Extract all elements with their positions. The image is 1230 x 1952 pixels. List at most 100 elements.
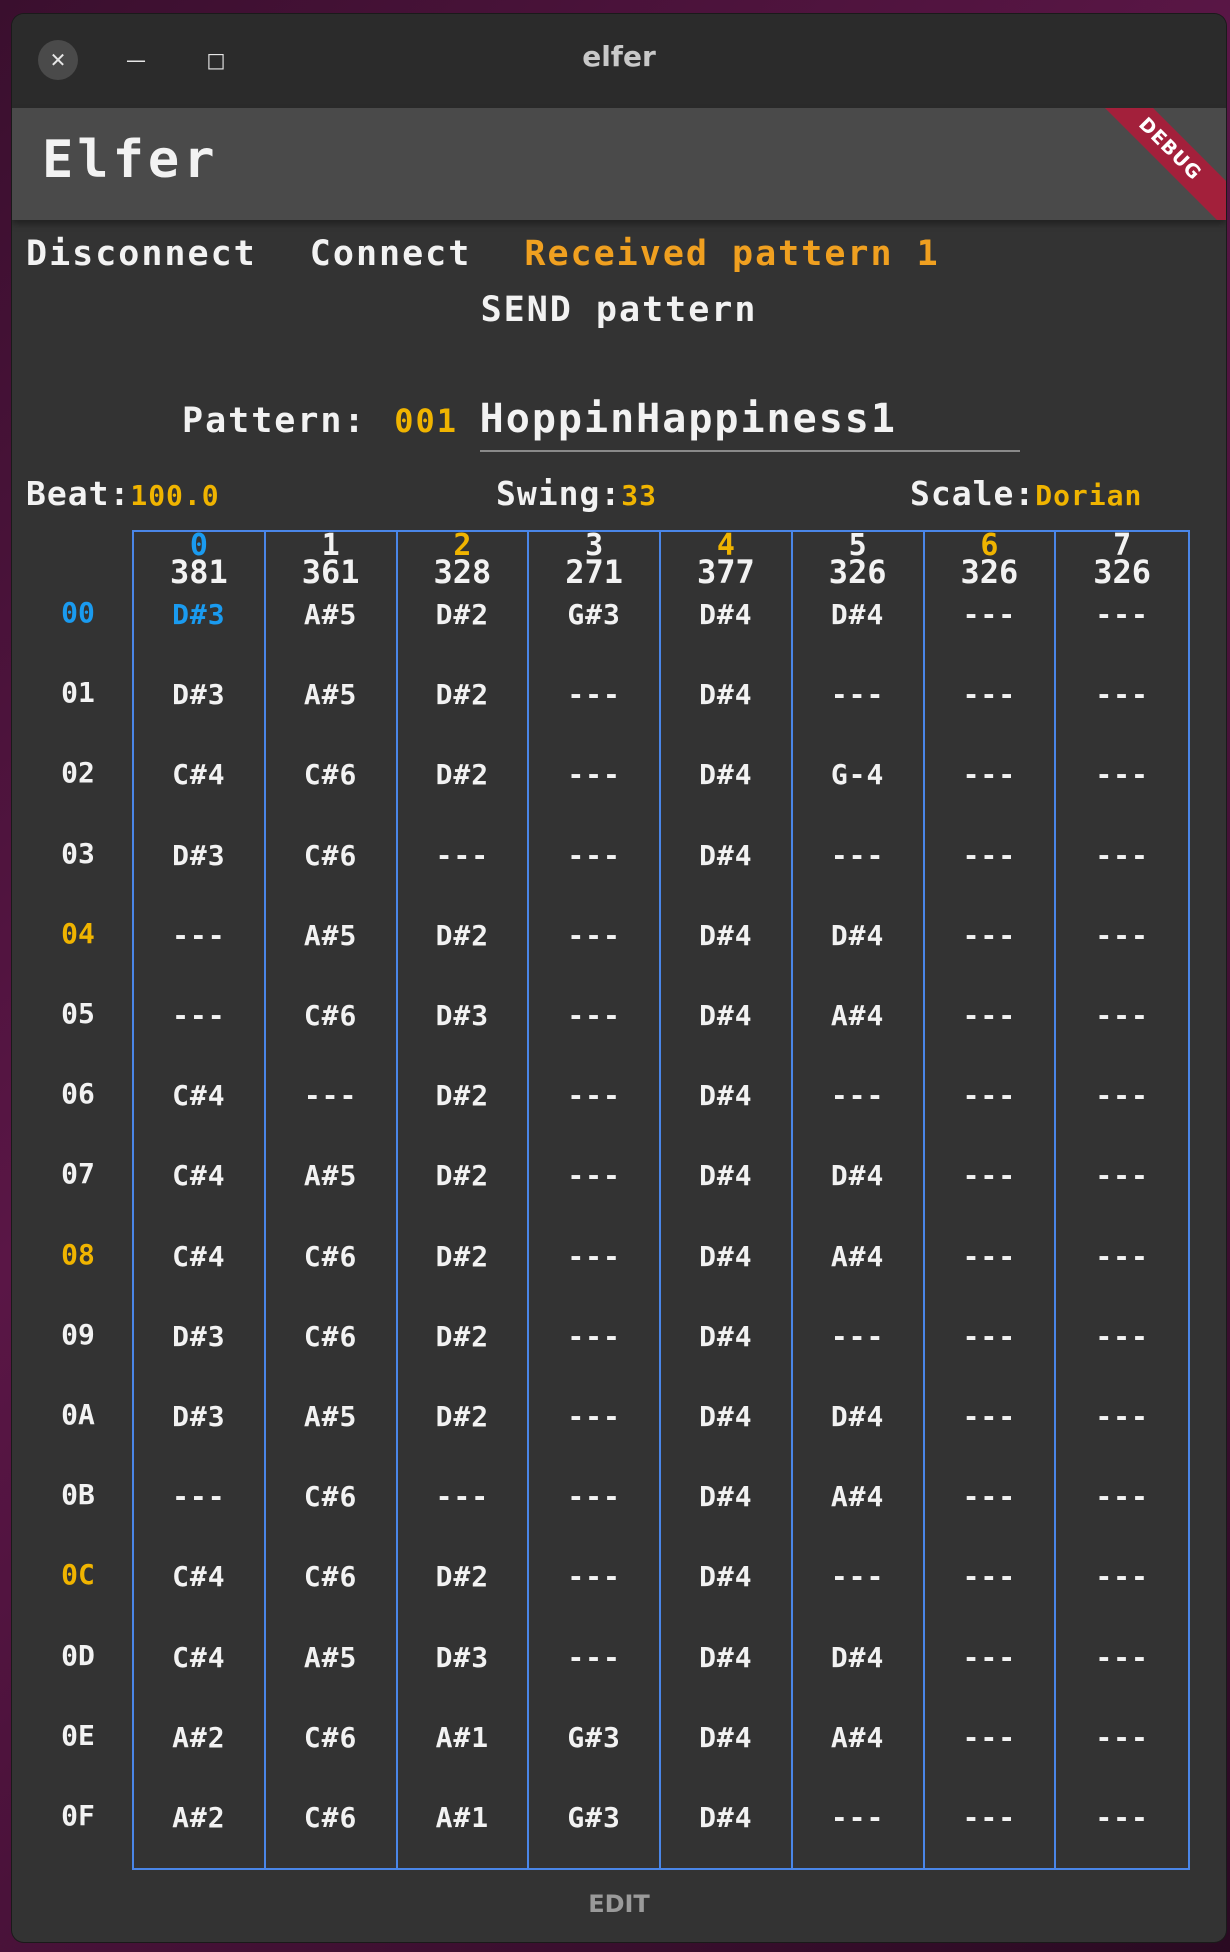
note-cell[interactable]: --- — [830, 1079, 885, 1113]
note-cell[interactable]: --- — [962, 838, 1017, 872]
track-header[interactable]: 1 361 — [266, 531, 396, 589]
note-cell[interactable]: D#3 — [172, 838, 226, 872]
disconnect-button[interactable]: Disconnect — [26, 234, 257, 274]
note-cell[interactable]: A#4 — [830, 1720, 885, 1754]
note-cell[interactable]: C#6 — [303, 999, 358, 1032]
note-cell[interactable]: --- — [1095, 1720, 1149, 1754]
note-cell[interactable]: --- — [567, 1400, 621, 1433]
note-cell[interactable]: --- — [567, 838, 621, 872]
note-cell[interactable]: C#6 — [303, 758, 358, 792]
note-cell[interactable]: D#4 — [699, 1159, 753, 1193]
note-cell[interactable]: --- — [962, 1480, 1017, 1514]
track-header[interactable]: 5 326 — [793, 531, 923, 589]
note-cell[interactable]: D#4 — [699, 1079, 753, 1113]
note-cell[interactable]: G-4 — [830, 758, 885, 792]
note-cell[interactable]: C#6 — [303, 1720, 358, 1754]
note-cell[interactable]: --- — [1095, 1640, 1149, 1674]
note-cell[interactable]: C#6 — [303, 838, 358, 872]
note-cell[interactable]: --- — [567, 1560, 621, 1594]
note-cell[interactable]: A#5 — [303, 598, 358, 631]
note-cell[interactable]: D#4 — [699, 918, 753, 952]
note-cell[interactable]: D#3 — [435, 1640, 490, 1674]
note-cell[interactable]: --- — [567, 1079, 621, 1113]
note-cell[interactable]: A#5 — [303, 1640, 358, 1674]
beat-param[interactable]: Beat:100.0 — [26, 474, 220, 513]
note-cell[interactable]: D#2 — [435, 1400, 490, 1433]
note-cell[interactable]: --- — [962, 1319, 1017, 1353]
note-cell[interactable]: --- — [962, 1801, 1017, 1834]
note-cell[interactable]: G#3 — [567, 1801, 621, 1834]
note-cell[interactable]: --- — [1095, 1079, 1149, 1113]
note-cell[interactable]: D#4 — [830, 1159, 885, 1193]
note-cell[interactable]: --- — [962, 999, 1017, 1032]
track-header[interactable]: 7 326 — [1056, 531, 1188, 589]
note-cell[interactable]: D#2 — [435, 918, 490, 952]
note-cell[interactable]: C#6 — [303, 1239, 358, 1273]
note-cell[interactable]: D#4 — [699, 999, 753, 1032]
note-cell[interactable]: D#2 — [435, 758, 490, 792]
note-cell[interactable]: D#4 — [699, 1400, 753, 1433]
note-cell[interactable]: --- — [303, 1079, 358, 1113]
note-cell[interactable]: --- — [1095, 1560, 1149, 1594]
note-cell[interactable]: C#4 — [172, 1239, 226, 1273]
note-cell[interactable]: A#2 — [172, 1801, 226, 1834]
note-cell[interactable]: --- — [435, 1480, 490, 1514]
swing-param[interactable]: Swing:33 — [496, 474, 657, 513]
note-cell[interactable]: --- — [1095, 1239, 1149, 1273]
note-cell[interactable]: --- — [962, 678, 1017, 712]
note-cell[interactable]: D#3 — [172, 598, 226, 631]
note-cell[interactable]: D#2 — [435, 598, 490, 631]
note-cell[interactable]: --- — [567, 678, 621, 712]
note-cell[interactable]: --- — [962, 1079, 1017, 1113]
note-cell[interactable]: --- — [830, 1319, 885, 1353]
note-cell[interactable]: D#4 — [830, 918, 885, 952]
note-cell[interactable]: --- — [1095, 598, 1149, 631]
track-header[interactable]: 3 271 — [529, 531, 659, 589]
maximize-icon[interactable]: □ — [206, 48, 226, 72]
note-cell[interactable]: C#4 — [172, 1640, 226, 1674]
note-cell[interactable]: A#5 — [303, 678, 358, 712]
note-cell[interactable]: D#4 — [830, 1400, 885, 1433]
note-cell[interactable]: --- — [1095, 1159, 1149, 1193]
note-cell[interactable]: --- — [567, 758, 621, 792]
note-cell[interactable]: A#4 — [830, 1480, 885, 1514]
note-cell[interactable]: C#6 — [303, 1560, 358, 1594]
note-cell[interactable]: --- — [830, 838, 885, 872]
note-cell[interactable]: --- — [1095, 1400, 1149, 1433]
note-cell[interactable]: D#3 — [172, 1400, 226, 1433]
note-cell[interactable]: --- — [830, 1560, 885, 1594]
note-cell[interactable]: --- — [962, 918, 1017, 952]
note-cell[interactable]: A#5 — [303, 1400, 358, 1433]
close-icon[interactable]: ✕ — [38, 40, 78, 80]
note-cell[interactable]: D#2 — [435, 1159, 490, 1193]
note-cell[interactable]: D#4 — [699, 1640, 753, 1674]
note-cell[interactable]: --- — [567, 1239, 621, 1273]
note-cell[interactable]: D#4 — [830, 1640, 885, 1674]
note-cell[interactable]: D#4 — [699, 678, 753, 712]
note-cell[interactable]: --- — [962, 758, 1017, 792]
note-cell[interactable]: D#4 — [699, 1560, 753, 1594]
note-cell[interactable]: D#2 — [435, 1239, 490, 1273]
note-cell[interactable]: G#3 — [567, 598, 621, 631]
note-cell[interactable]: D#4 — [699, 598, 753, 631]
scale-param[interactable]: Scale:Dorian — [910, 474, 1142, 513]
note-cell[interactable]: --- — [435, 838, 490, 872]
note-cell[interactable]: D#2 — [435, 1319, 490, 1353]
note-cell[interactable]: --- — [567, 918, 621, 952]
note-cell[interactable]: C#4 — [172, 1159, 226, 1193]
note-cell[interactable]: D#4 — [699, 758, 753, 792]
note-cell[interactable]: --- — [567, 1159, 621, 1193]
note-cell[interactable]: --- — [1095, 918, 1149, 952]
note-cell[interactable]: --- — [1095, 1319, 1149, 1353]
note-cell[interactable]: --- — [1095, 1480, 1149, 1514]
note-cell[interactable]: --- — [172, 918, 226, 952]
note-cell[interactable]: --- — [567, 1640, 621, 1674]
track-header[interactable]: 6 326 — [925, 531, 1055, 589]
note-cell[interactable]: --- — [1095, 999, 1149, 1032]
note-cell[interactable]: D#4 — [699, 1801, 753, 1834]
note-cell[interactable]: --- — [172, 1480, 226, 1514]
note-cell[interactable]: --- — [1095, 838, 1149, 872]
note-cell[interactable]: D#4 — [699, 1319, 753, 1353]
note-cell[interactable]: --- — [962, 598, 1017, 631]
pattern-name-input[interactable]: HoppinHappiness1 — [479, 396, 1020, 452]
